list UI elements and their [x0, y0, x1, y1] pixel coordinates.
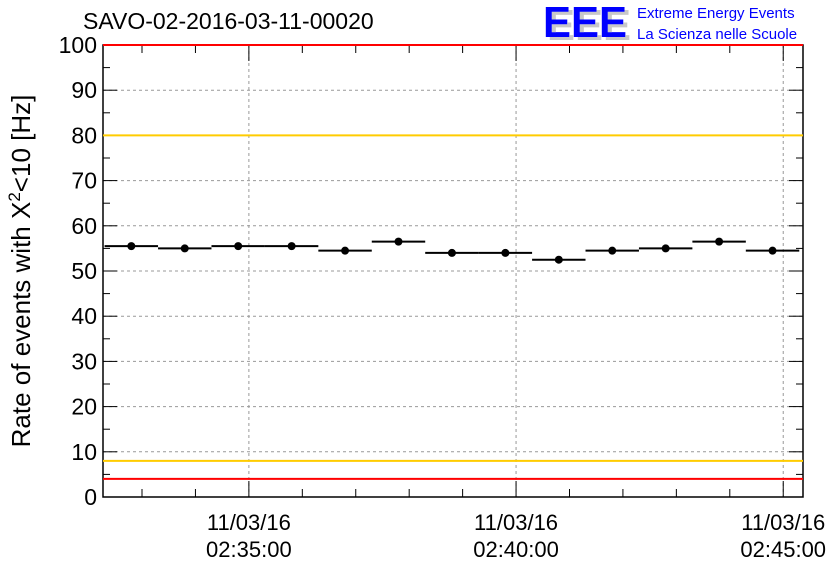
y-tick-label: 50	[71, 258, 97, 284]
y-tick-label: 0	[84, 484, 97, 510]
data-point	[287, 242, 296, 251]
eee-logo: EEE Extreme Energy Events La Scienza nel…	[543, 0, 797, 47]
y-tick-label: 70	[71, 168, 97, 194]
eee-logo-line2: La Scienza nelle Scuole	[637, 26, 797, 43]
eee-logo-mark: EEE	[543, 0, 627, 47]
data-point	[554, 255, 563, 264]
y-tick-label: 80	[71, 122, 97, 148]
data-point	[234, 242, 243, 251]
data-point	[661, 244, 670, 253]
y-axis-label: Rate of events with X2<10 [Hz]	[5, 95, 36, 448]
y-tick-label: 60	[71, 213, 97, 239]
y-tick-label: 10	[71, 439, 97, 465]
y-tick-label: 40	[71, 303, 97, 329]
y-tick-label: 20	[71, 394, 97, 420]
data-point	[341, 246, 350, 255]
data-point	[180, 244, 189, 253]
data-point	[715, 237, 724, 246]
y-tick-label: 90	[71, 77, 97, 103]
x-tick-date: 11/03/16	[741, 510, 825, 535]
x-tick-time: 02:40:00	[473, 537, 559, 562]
data-point	[608, 246, 617, 255]
y-tick-label: 30	[71, 348, 97, 374]
data-point	[127, 242, 136, 251]
x-tick-date: 11/03/16	[474, 510, 558, 535]
y-tick-label: 100	[59, 32, 97, 58]
x-tick-time: 02:45:00	[740, 537, 826, 562]
data-point	[447, 248, 456, 257]
eee-logo-line1: Extreme Energy Events	[637, 5, 795, 22]
x-tick-date: 11/03/16	[207, 510, 291, 535]
chart-title: SAVO-02-2016-03-11-00020	[83, 8, 374, 34]
data-point	[501, 248, 510, 257]
x-tick-time: 02:35:00	[206, 537, 292, 562]
data-point	[394, 237, 403, 246]
data-point	[768, 246, 777, 255]
